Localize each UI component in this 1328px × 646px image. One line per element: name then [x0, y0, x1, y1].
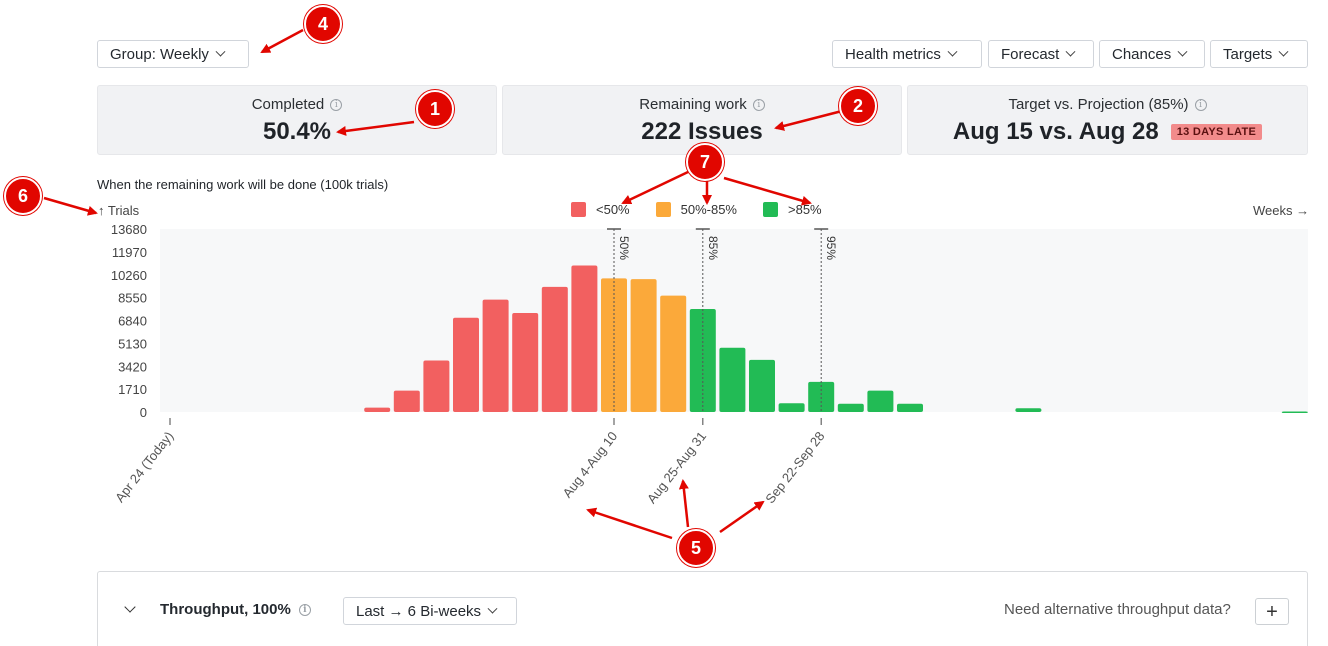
histogram-bar: [512, 313, 539, 412]
annotation-arrow: [260, 28, 304, 54]
annotation-arrow: [43, 196, 98, 216]
target-card: Target vs. Projection (85%) i Aug 15 vs. …: [907, 85, 1308, 155]
x-tick-label: Aug 25-Aug 31: [644, 429, 709, 507]
chart-legend: <50% 50%-85% >85%: [571, 202, 822, 217]
histogram-bar: [482, 299, 509, 412]
legend-label: <50%: [596, 202, 630, 217]
annotation-arrow: [621, 170, 689, 205]
y-tick-label: 6840: [118, 314, 147, 329]
throughput-title: Throughput, 100% i: [160, 601, 311, 618]
chart-title: When the remaining work will be done (10…: [97, 177, 389, 192]
y-axis-caption: ↑ Trials: [98, 203, 140, 218]
annotation-arrow: [774, 109, 843, 131]
histogram-bar: [1281, 411, 1308, 413]
remaining-value: 222 Issues: [641, 118, 763, 145]
histogram-bar: [837, 403, 864, 412]
annotation-arrow: [719, 500, 765, 534]
annotation-arrow: [678, 479, 690, 528]
histogram-bar: [660, 295, 687, 412]
throughput-range-dropdown[interactable]: Last → 6 Bi-weeks: [343, 597, 517, 625]
annotation-arrow: [336, 120, 415, 136]
percentile-label: 85%: [706, 236, 720, 260]
group-dropdown[interactable]: Group: Weekly: [97, 40, 249, 68]
histogram-bar: [867, 390, 894, 412]
histogram-bar: [571, 265, 598, 412]
histogram-bar: [808, 381, 835, 412]
info-icon[interactable]: i: [330, 98, 343, 111]
percentile-label: 50%: [617, 236, 631, 260]
legend-swatch: [763, 202, 778, 217]
y-tick-label: 5130: [118, 336, 147, 351]
annotation-arrow: [723, 176, 812, 206]
x-tick-label: Aug 4-Aug 10: [560, 429, 621, 501]
histogram-bar: [1015, 408, 1042, 412]
remaining-card: Remaining work i 222 Issues: [502, 85, 902, 155]
throughput-title-label: Throughput, 100%: [160, 601, 291, 618]
histogram-bar: [423, 360, 450, 412]
menu-label: Health metrics: [845, 45, 941, 63]
y-tick-label: 10260: [111, 268, 147, 283]
target-label: Target vs. Projection (85%): [1008, 96, 1189, 113]
menu-label: Forecast: [1001, 45, 1060, 63]
legend-item-50-85[interactable]: 50%-85%: [655, 202, 737, 217]
annotation-marker-1: 1: [416, 90, 454, 128]
add-throughput-button[interactable]: +: [1255, 598, 1289, 625]
alternative-data-question: Need alternative throughput data?: [1004, 601, 1231, 618]
info-icon[interactable]: i: [752, 98, 765, 111]
late-badge: 13 DAYS LATE: [1170, 124, 1263, 140]
remaining-label: Remaining work: [639, 96, 747, 113]
annotation-marker-7: 7: [686, 143, 724, 181]
annotation-marker-2: 2: [839, 87, 877, 125]
annotation-marker-4: 4: [304, 5, 342, 43]
throughput-panel: [97, 571, 1308, 646]
y-tick-label: 1710: [118, 382, 147, 397]
histogram-bar: [393, 390, 420, 412]
chevron-down-icon: [487, 603, 498, 614]
annotation-arrow: [586, 507, 673, 540]
chances-menu[interactable]: Chances: [1099, 40, 1205, 68]
throughput-range-label: Last → 6 Bi-weeks: [356, 602, 482, 620]
y-tick-label: 11970: [112, 245, 147, 260]
legend-label: 50%-85%: [680, 202, 737, 217]
percentile-label: 95%: [824, 236, 838, 260]
forecast-menu[interactable]: Forecast: [988, 40, 1094, 68]
histogram-bar: [719, 347, 746, 412]
legend-swatch: [571, 202, 586, 217]
histogram-bar: [778, 403, 805, 412]
histogram-bar: [364, 407, 391, 412]
legend-item-below-50[interactable]: <50%: [571, 202, 630, 217]
legend-item-above-85[interactable]: >85%: [763, 202, 822, 217]
y-tick-label: 13680: [111, 222, 147, 237]
histogram-bar: [897, 403, 923, 412]
y-tick-label: 3420: [118, 359, 147, 374]
info-icon[interactable]: i: [1194, 98, 1207, 111]
y-tick-label: 0: [140, 405, 147, 420]
legend-swatch: [655, 202, 671, 217]
menu-label: Targets: [1223, 45, 1273, 63]
histogram-bar: [689, 308, 716, 412]
histogram-bar: [541, 286, 568, 412]
completed-label: Completed: [251, 96, 325, 113]
info-icon[interactable]: i: [298, 603, 311, 616]
legend-label: >85%: [788, 202, 822, 217]
completed-value: 50.4%: [262, 118, 332, 145]
histogram-bar: [630, 279, 657, 412]
histogram-bar: [749, 359, 775, 412]
x-axis-caption: Weeks →: [1253, 203, 1310, 218]
x-tick-label: Apr 24 (Today): [112, 429, 176, 505]
x-tick-label: Sep 22-Sep 28: [762, 429, 827, 507]
group-dropdown-label: Group: Weekly: [110, 45, 209, 63]
menu-label: Chances: [1112, 45, 1172, 63]
targets-menu[interactable]: Targets: [1210, 40, 1308, 68]
histogram-bar: [453, 317, 479, 412]
target-value: Aug 15 vs. Aug 28: [952, 118, 1159, 145]
annotation-marker-6: 6: [4, 177, 42, 215]
y-tick-label: 8550: [118, 291, 147, 306]
health-metrics-menu[interactable]: Health metrics: [832, 40, 982, 68]
annotation-marker-5: 5: [677, 529, 715, 567]
